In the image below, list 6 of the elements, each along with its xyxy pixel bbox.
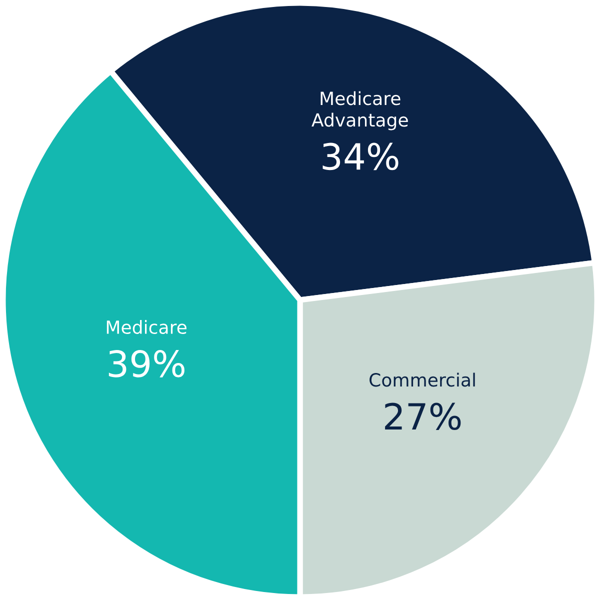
slice-label: Commercial	[370, 372, 475, 387]
data-label: 39%	[108, 350, 184, 378]
data-label: 27%	[385, 402, 461, 430]
slice-label: Medicare Advantage	[312, 91, 408, 130]
data-label: 34%	[322, 142, 398, 170]
slice-label: Medicare	[106, 320, 186, 334]
